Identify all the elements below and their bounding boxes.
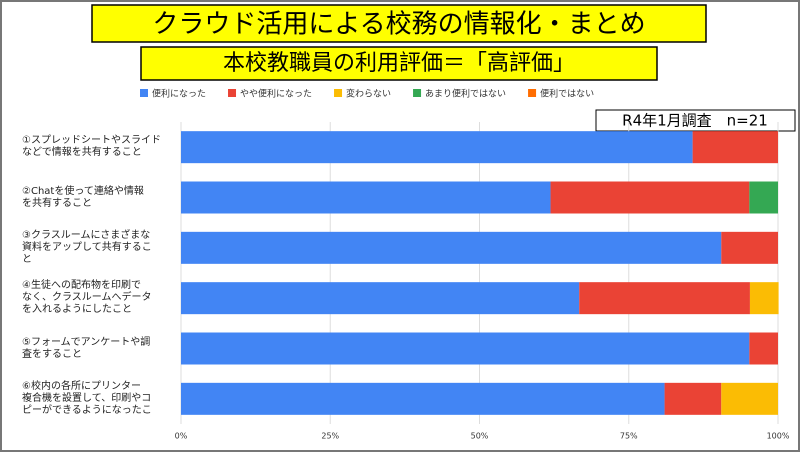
bar-segment bbox=[181, 181, 551, 214]
y-tick-label: ③クラスルームにさまざまな 資料をアップして共有するこ と bbox=[22, 229, 152, 265]
legend-label: やや便利になった bbox=[240, 88, 312, 100]
x-tick-label: 0% bbox=[175, 432, 188, 441]
annotation: R4年1月調査 n=21 bbox=[622, 112, 768, 130]
legend-swatch bbox=[334, 89, 343, 97]
legend-swatch bbox=[528, 89, 537, 97]
bar-segment bbox=[181, 332, 750, 365]
annotation-box bbox=[595, 109, 796, 132]
y-tick-label: ①スプレッドシートやスライド などで情報を共有すること bbox=[22, 135, 161, 159]
bar-segment bbox=[550, 181, 750, 214]
bar-segment bbox=[692, 131, 778, 164]
bar-segment bbox=[181, 131, 693, 164]
bar-segment bbox=[749, 181, 778, 214]
subtitle-box bbox=[140, 46, 658, 81]
legend-swatch bbox=[413, 89, 422, 97]
legend-label: 便利になった bbox=[152, 88, 206, 100]
y-tick-label: ④生徒への配布物を印刷で なく、クラスルームへデータ を入れるようにしたこと bbox=[22, 280, 152, 316]
legend-label: 変わらない bbox=[346, 88, 391, 100]
title-box bbox=[91, 4, 707, 43]
legend-swatch bbox=[140, 89, 148, 97]
legend-label: 便利ではない bbox=[540, 88, 594, 100]
x-tick-label: 50% bbox=[471, 432, 489, 441]
bar-segment bbox=[181, 382, 665, 415]
legend-label: あまり便利ではない bbox=[425, 88, 506, 100]
x-tick-label: 75% bbox=[620, 432, 638, 441]
bar-segment bbox=[664, 382, 722, 415]
bar-segment bbox=[749, 282, 779, 315]
y-tick-label: ⑤フォームでアンケートや調 査をすること bbox=[22, 336, 151, 360]
bar-segment bbox=[721, 382, 778, 415]
bar-segment bbox=[181, 282, 580, 315]
bar-segment bbox=[579, 282, 750, 315]
x-tick-label: 100% bbox=[767, 432, 790, 441]
y-tick-label: ⑥校内の各所にプリンター 複合機を設置して、印刷やコ ピーができるようになったこ bbox=[22, 380, 152, 416]
y-tick-label: ②Chatを使って連絡や情報 を共有すること bbox=[22, 185, 144, 209]
legend-swatch bbox=[228, 89, 237, 97]
x-tick-label: 25% bbox=[321, 432, 339, 441]
bar-segment bbox=[181, 231, 722, 264]
chart-title: クラウド活用による校務の情報化・まとめ bbox=[152, 10, 645, 40]
bar-segment bbox=[721, 231, 778, 264]
bar-segment bbox=[749, 332, 778, 365]
chart-subtitle: 本校教職員の利用評価＝「高評価」 bbox=[223, 51, 575, 76]
